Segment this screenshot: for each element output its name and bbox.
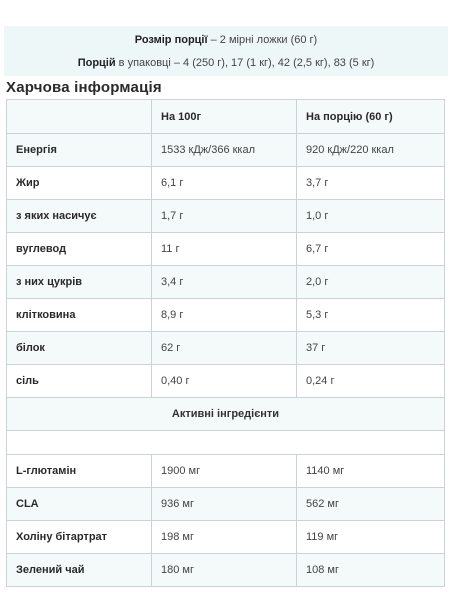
ingredient-per100: 198 мг [151, 520, 297, 554]
nutrient-per100: 1533 кДж/366 ккал [151, 133, 297, 167]
nutrient-name: з них цукрів [6, 265, 152, 299]
nutrient-name: білок [6, 331, 152, 365]
ingredient-per100: 1900 мг [151, 454, 297, 488]
ingredient-per-serving: 562 мг [296, 487, 445, 521]
ingredient-name: CLA [6, 487, 152, 521]
table-header-row: На 100г На порцію (60 г) [6, 99, 445, 134]
ingredient-name: L-глютамін [6, 454, 152, 488]
nutrient-per100: 11 г [151, 232, 297, 266]
active-ingredients-heading-row: Активні інгредієнти [6, 397, 445, 431]
serving-size-line: Розмір порції – 2 мірні ложки (60 г) [4, 34, 448, 46]
nutrient-name: сіль [6, 364, 152, 398]
table-row: CLA 936 мг 562 мг [6, 487, 445, 521]
servings-per-pack-line: Порцій в упаковці – 4 (250 г), 17 (1 кг)… [4, 57, 448, 69]
nutrient-per-serving: 2,0 г [296, 265, 445, 299]
table-row: Холіну бітартрат 198 мг 119 мг [6, 520, 445, 554]
table-row: вуглевод 11 г 6,7 г [6, 232, 445, 266]
active-ingredients-heading: Активні інгредієнти [6, 397, 445, 431]
ingredient-per100: 180 мг [151, 553, 297, 587]
table-row: з яких насичує 1,7 г 1,0 г [6, 199, 445, 233]
table-row: Зелений чай 180 мг 108 мг [6, 553, 445, 587]
header-cell-per100: На 100г [151, 99, 297, 134]
table-row: Енергія 1533 кДж/366 ккал 920 кДж/220 кк… [6, 133, 445, 167]
nutrient-per-serving: 3,7 г [296, 166, 445, 200]
nutrient-per100: 1,7 г [151, 199, 297, 233]
ingredient-per-serving: 119 мг [296, 520, 445, 554]
ingredient-per-serving: 108 мг [296, 553, 445, 587]
nutrient-per100: 6,1 г [151, 166, 297, 200]
nutrition-table: На 100г На порцію (60 г) Енергія 1533 кД… [6, 99, 445, 587]
table-row: L-глютамін 1900 мг 1140 мг [6, 454, 445, 488]
nutrient-name: з яких насичує [6, 199, 152, 233]
nutrient-name: вуглевод [6, 232, 152, 266]
servings-per-pack-label: Порцій [77, 57, 116, 69]
nutrient-per-serving: 1,0 г [296, 199, 445, 233]
nutrient-per-serving: 37 г [296, 331, 445, 365]
servings-per-pack-value: в упаковці – 4 (250 г), 17 (1 кг), 42 (2… [115, 57, 375, 69]
nutrition-section-title: Харчова інформація [6, 79, 162, 96]
table-row: білок 62 г 37 г [6, 331, 445, 365]
serving-size-value: – 2 мірні ложки (60 г) [207, 34, 318, 46]
spacer-row [6, 430, 445, 455]
ingredient-name: Зелений чай [6, 553, 152, 587]
header-cell-name [6, 99, 152, 134]
ingredient-name: Холіну бітартрат [6, 520, 152, 554]
nutrient-per100: 0,40 г [151, 364, 297, 398]
header-cell-per-serving: На порцію (60 г) [296, 99, 445, 134]
table-row: клітковина 8,9 г 5,3 г [6, 298, 445, 332]
nutrient-name: Жир [6, 166, 152, 200]
nutrient-per100: 62 г [151, 331, 297, 365]
serving-size-label: Розмір порції [134, 34, 208, 46]
table-row: з них цукрів 3,4 г 2,0 г [6, 265, 445, 299]
table-row: Жир 6,1 г 3,7 г [6, 166, 445, 200]
spacer-cell [6, 430, 445, 455]
nutrient-per-serving: 6,7 г [296, 232, 445, 266]
nutrient-per-serving: 920 кДж/220 ккал [296, 133, 445, 167]
table-row: сіль 0,40 г 0,24 г [6, 364, 445, 398]
nutrient-name: Енергія [6, 133, 152, 167]
ingredient-per100: 936 мг [151, 487, 297, 521]
nutrient-per-serving: 0,24 г [296, 364, 445, 398]
nutrient-name: клітковина [6, 298, 152, 332]
nutrient-per100: 3,4 г [151, 265, 297, 299]
ingredient-per-serving: 1140 мг [296, 454, 445, 488]
nutrient-per100: 8,9 г [151, 298, 297, 332]
nutrient-per-serving: 5,3 г [296, 298, 445, 332]
serving-info-box: Розмір порції – 2 мірні ложки (60 г) Пор… [4, 26, 448, 76]
